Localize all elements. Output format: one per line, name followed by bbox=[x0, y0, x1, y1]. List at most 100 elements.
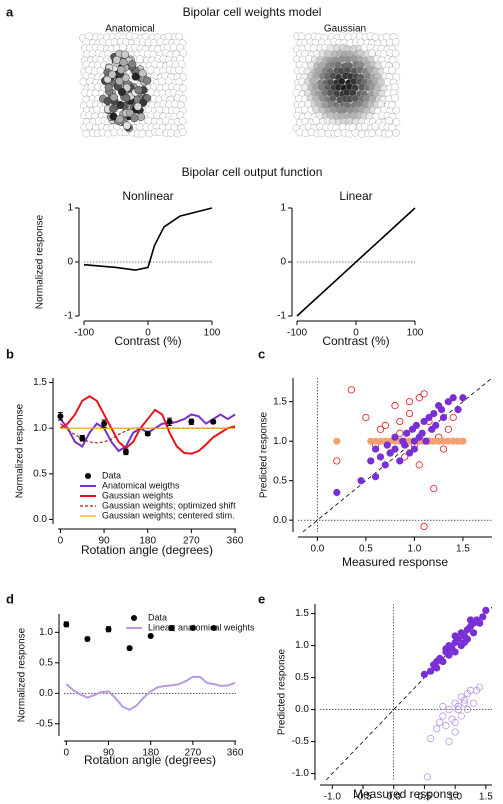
scatter-point bbox=[459, 437, 467, 445]
mosaic-cell bbox=[175, 66, 183, 74]
y-tick-label: 0.5 bbox=[33, 468, 47, 479]
x-tick-label: 270 bbox=[183, 536, 200, 547]
line-series bbox=[83, 207, 213, 271]
data-point bbox=[210, 625, 217, 632]
mosaic-cell bbox=[351, 129, 360, 137]
mosaic-cell bbox=[138, 69, 147, 78]
scatter-point bbox=[381, 421, 389, 429]
mosaic-cell bbox=[109, 104, 118, 113]
mosaic-cell bbox=[135, 123, 144, 131]
section-title: Bipolar cell weights model bbox=[183, 5, 322, 19]
scatter-point bbox=[454, 405, 462, 414]
legend-marker bbox=[131, 615, 137, 621]
legend-marker bbox=[85, 473, 91, 479]
scatter-point bbox=[459, 394, 467, 402]
x-tick-label: 270 bbox=[185, 748, 202, 759]
y-tick-label: 0.5 bbox=[39, 657, 53, 668]
data-point bbox=[63, 621, 70, 628]
x-tick-label: 360 bbox=[227, 748, 244, 759]
mosaic-cell bbox=[79, 77, 88, 86]
x-axis-label: Contrast (%) bbox=[114, 334, 181, 348]
x-tick-label: 90 bbox=[99, 536, 111, 547]
mosaic-cell bbox=[392, 118, 401, 126]
mosaic-cell bbox=[119, 43, 127, 52]
y-tick-label: 1 bbox=[67, 203, 73, 214]
mosaic-cell bbox=[385, 117, 393, 125]
y-axis-label: Predicted response bbox=[277, 648, 288, 735]
x-tick-label: -100 bbox=[74, 328, 94, 339]
mosaic-cell bbox=[297, 32, 306, 41]
y-tick-label: 1.5 bbox=[33, 377, 47, 388]
mosaic-cell bbox=[368, 49, 376, 58]
y-tick-label: -0.5 bbox=[36, 718, 54, 729]
mosaic-cell bbox=[87, 83, 96, 91]
x-tick-label: -0.5 bbox=[354, 792, 372, 803]
scatter-point bbox=[391, 402, 399, 410]
scatter-point bbox=[482, 606, 490, 615]
mosaic-cell bbox=[120, 50, 129, 59]
y-tick-label: 1 bbox=[280, 203, 286, 214]
mosaic-cell bbox=[166, 129, 175, 137]
scatter-point bbox=[442, 721, 450, 730]
mosaic-cell bbox=[122, 93, 131, 102]
mosaic-cell bbox=[385, 129, 393, 138]
x-tick-label: 180 bbox=[142, 748, 159, 759]
mosaic-cell bbox=[131, 72, 140, 81]
x-tick-label: 100 bbox=[407, 328, 424, 339]
scatter-point bbox=[425, 413, 433, 422]
data-point bbox=[122, 448, 129, 455]
panel-letter: a bbox=[6, 4, 14, 19]
mosaic-cell bbox=[130, 114, 139, 123]
legend-label: Data bbox=[102, 470, 121, 480]
mosaic-cell bbox=[368, 129, 376, 138]
scatter-point bbox=[444, 398, 452, 406]
x-axis-label: Contrast (%) bbox=[322, 334, 389, 348]
scatter-point bbox=[396, 417, 404, 426]
scatter-point bbox=[386, 449, 394, 457]
x-tick-label: 0 bbox=[145, 328, 151, 339]
mosaic-cell bbox=[110, 128, 118, 137]
x-axis-label: Rotation angle (degrees) bbox=[84, 753, 216, 767]
scatter-point bbox=[412, 421, 420, 429]
x-tick-label: 0.5 bbox=[417, 792, 431, 803]
scatter-point bbox=[454, 705, 462, 714]
scatter-point bbox=[463, 705, 472, 714]
mosaic-cell bbox=[119, 58, 128, 67]
scatter-point bbox=[410, 437, 418, 445]
mosaic-cell bbox=[136, 112, 146, 121]
mosaic-cell bbox=[122, 121, 131, 130]
mosaic-cell bbox=[391, 94, 399, 102]
data-point bbox=[168, 625, 175, 632]
data-point bbox=[126, 645, 133, 652]
scatter-point bbox=[437, 405, 446, 414]
scatter-point bbox=[457, 712, 465, 720]
scatter-point bbox=[367, 457, 375, 465]
scatter-point bbox=[476, 683, 484, 691]
identity-line bbox=[302, 377, 493, 533]
scatter-point bbox=[445, 737, 453, 746]
scatter-point bbox=[430, 409, 438, 418]
image-label: Gaussian bbox=[324, 24, 366, 35]
scatter-point bbox=[460, 638, 468, 647]
legend-label: Anatomical weigths bbox=[102, 480, 180, 490]
data-point bbox=[166, 418, 173, 425]
data-point bbox=[189, 625, 196, 632]
scatter-point bbox=[451, 648, 459, 656]
y-tick-label: 0.5 bbox=[295, 672, 309, 683]
scatter-point bbox=[415, 394, 423, 402]
scatter-point bbox=[371, 445, 380, 453]
y-tick-label: 0.0 bbox=[33, 514, 47, 525]
line-series bbox=[59, 395, 236, 455]
y-tick-label: 1.5 bbox=[295, 608, 309, 619]
scatter-point bbox=[439, 712, 447, 720]
scatter-point bbox=[433, 664, 441, 672]
x-axis-label: Measured response bbox=[342, 555, 448, 569]
mosaic-cell bbox=[312, 94, 320, 103]
scatter-point bbox=[451, 718, 459, 727]
scatter-point bbox=[433, 725, 441, 733]
x-tick-label: -100 bbox=[287, 328, 307, 339]
scatter-point bbox=[451, 728, 459, 736]
scatter-point bbox=[439, 657, 447, 666]
scatter-point bbox=[469, 629, 478, 637]
